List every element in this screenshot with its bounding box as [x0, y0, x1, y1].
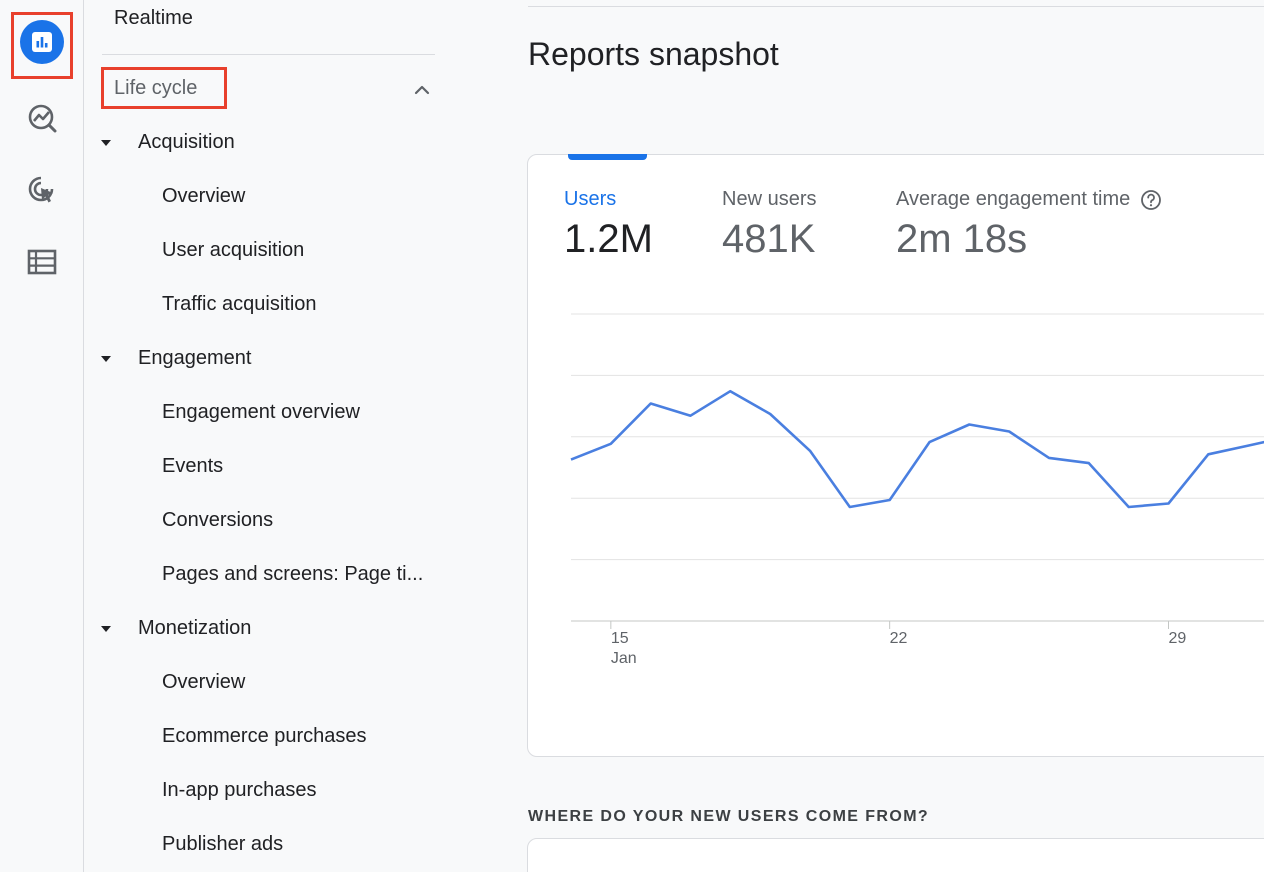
caret-down-icon[interactable] — [99, 136, 113, 150]
caret-down-icon[interactable] — [99, 622, 113, 636]
reports-highlight-box — [11, 12, 73, 79]
metric-tab-average-engagement-time[interactable]: Average engagement time 2m 18s — [896, 188, 1162, 262]
nav-item-in-app-purchases[interactable]: In-app purchases — [162, 779, 317, 801]
main-content: Reports snapshot Users 1.2M New users 48… — [502, 0, 1264, 872]
nav-item-traffic-acquisition[interactable]: Traffic acquisition — [162, 293, 317, 315]
new-users-source-card — [527, 838, 1264, 872]
configure-icon — [27, 249, 57, 275]
metric-label: Average engagement time — [896, 188, 1131, 210]
reports-icon — [32, 32, 52, 52]
configure-button[interactable] — [20, 240, 64, 284]
nav-item-pages-and-screens[interactable]: Pages and screens: Page ti... — [162, 563, 424, 585]
metric-value: 481K — [722, 217, 816, 261]
nav-item-engagement-overview[interactable]: Engagement overview — [162, 401, 360, 423]
reports-button[interactable] — [20, 20, 64, 64]
x-tick-label: 15 — [611, 630, 629, 647]
section-heading-new-users-source: WHERE DO YOUR NEW USERS COME FROM? — [528, 808, 930, 825]
users-line-chart: 15 Jan 22 29 — [570, 313, 1264, 667]
advertising-button[interactable] — [20, 168, 64, 212]
explore-icon — [28, 104, 57, 133]
nav-item-monetization-overview[interactable]: Overview — [162, 671, 246, 693]
nav-section-life-cycle[interactable]: Life cycle — [114, 77, 198, 99]
metric-label: New users — [722, 188, 817, 210]
metric-label-row: Average engagement time — [896, 188, 1162, 211]
x-tick-sublabel: Jan — [611, 650, 637, 667]
x-tick-label: 22 — [890, 630, 908, 647]
nav-item-events[interactable]: Events — [162, 455, 224, 477]
metric-label: Users — [564, 188, 617, 210]
active-tab-indicator — [568, 154, 647, 160]
nav-item-acquisition-overview[interactable]: Overview — [162, 185, 246, 207]
metric-value: 1.2M — [564, 217, 653, 261]
metric-tab-users[interactable]: Users 1.2M — [564, 188, 653, 262]
top-divider — [528, 6, 1264, 7]
page-title: Reports snapshot — [528, 36, 779, 72]
metric-value: 2m 18s — [896, 217, 1028, 261]
nav-divider — [102, 54, 435, 55]
nav-group-engagement[interactable]: Engagement — [138, 347, 252, 369]
nav-item-realtime[interactable]: Realtime — [114, 7, 193, 29]
metric-tab-new-users[interactable]: New users 481K — [722, 188, 816, 262]
x-tick-label: 29 — [1169, 630, 1187, 647]
nav-group-acquisition[interactable]: Acquisition — [138, 131, 235, 153]
advertising-icon — [28, 176, 54, 203]
caret-down-icon[interactable] — [99, 352, 113, 366]
icon-rail — [0, 0, 84, 872]
nav-item-user-acquisition[interactable]: User acquisition — [162, 239, 305, 261]
series-line-users — [570, 389, 1264, 509]
chevron-up-icon[interactable] — [410, 78, 434, 102]
help-icon[interactable] — [1140, 189, 1162, 211]
nav-item-publisher-ads[interactable]: Publisher ads — [162, 833, 284, 855]
nav-item-conversions[interactable]: Conversions — [162, 509, 274, 531]
reports-nav: Realtime Life cycle Acquisition Overview… — [84, 0, 502, 872]
nav-group-monetization[interactable]: Monetization — [138, 617, 252, 639]
life-cycle-highlight-box — [101, 67, 227, 109]
metrics-card: Users 1.2M New users 481K Average engage… — [527, 154, 1264, 757]
explore-button[interactable] — [20, 96, 64, 140]
nav-item-ecommerce-purchases[interactable]: Ecommerce purchases — [162, 725, 367, 747]
